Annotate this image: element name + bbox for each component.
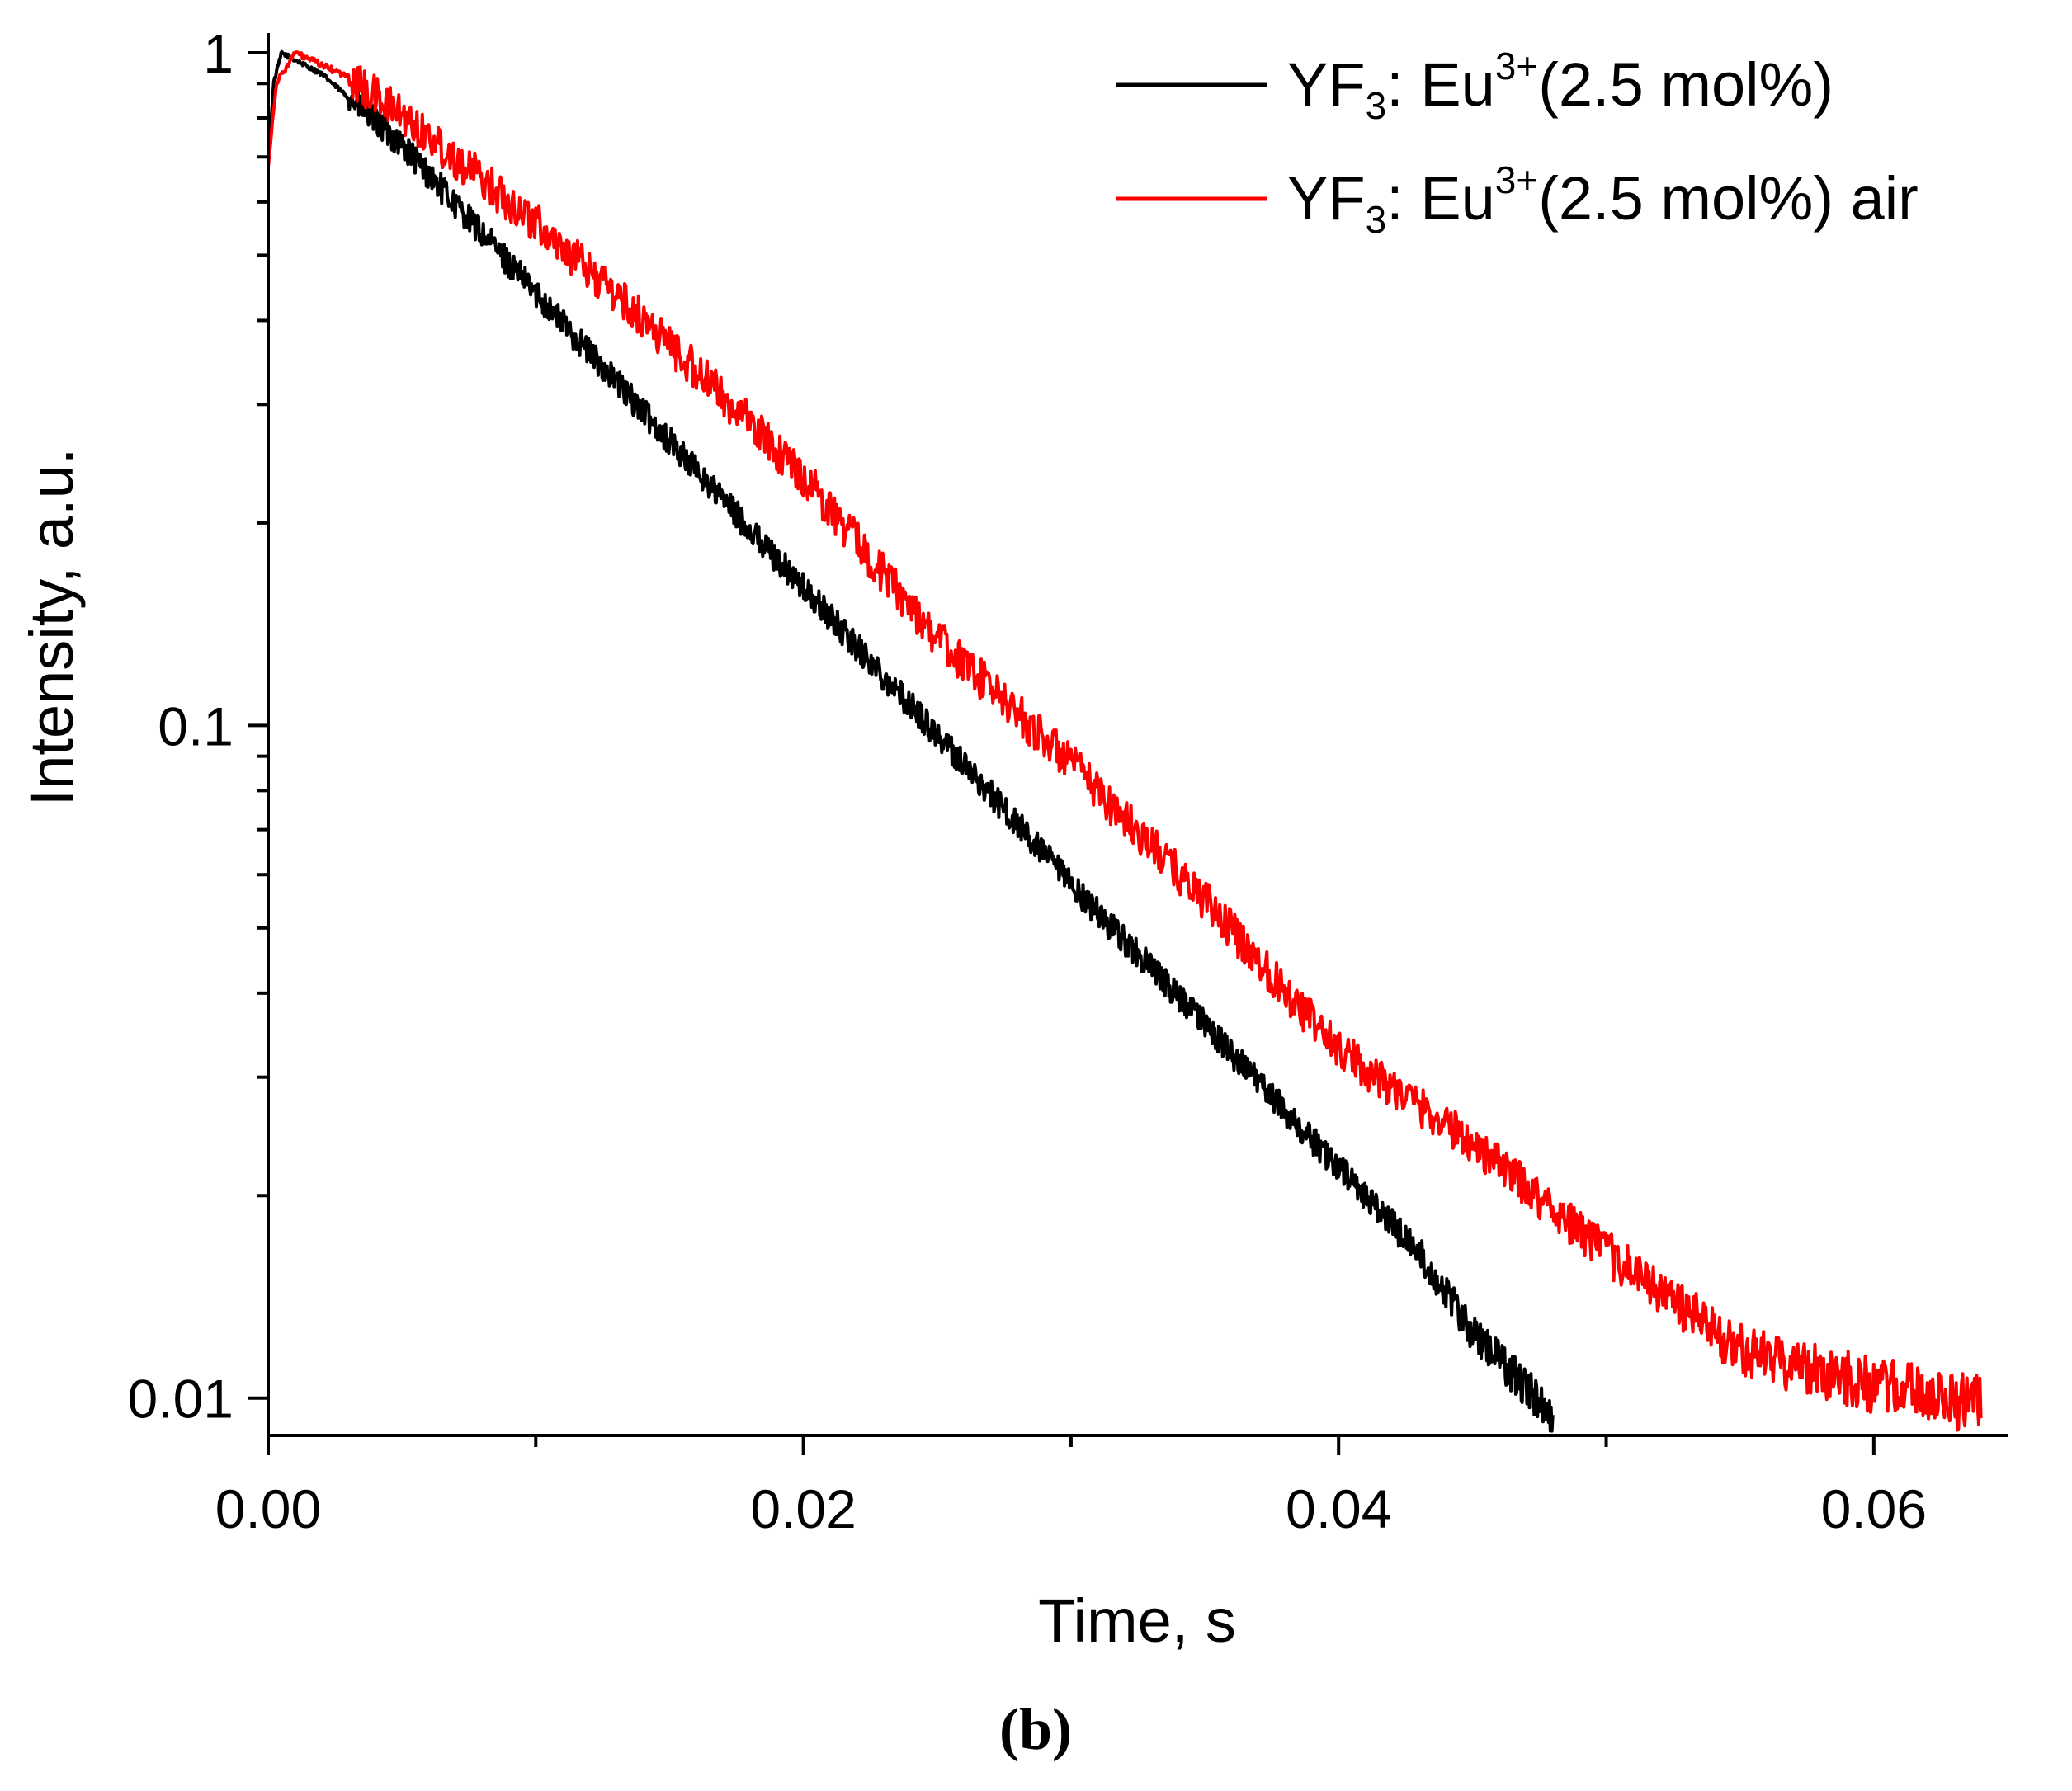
legend-label-red-tail: (2.5 mol%) air <box>1538 164 1919 233</box>
legend-label-red-sub: 3 <box>1366 198 1387 241</box>
legend-label-red: YF3: Eu3+(2.5 mol%) air <box>1287 158 1919 241</box>
legend-label-black-tail: (2.5 mol%) <box>1538 50 1834 119</box>
plot-series <box>267 49 1983 1433</box>
axes <box>267 33 2008 1437</box>
x-tick-label-3: 0.06 <box>1821 1478 1927 1539</box>
series-line-1 <box>267 50 1983 1432</box>
y-tick-label-2: 0.01 <box>128 1369 234 1430</box>
legend-label-black-base: YF <box>1287 50 1366 119</box>
y-tick-label-0: 1 <box>203 23 234 84</box>
legend-label-black: YF3: Eu3+(2.5 mol%) <box>1287 45 1834 127</box>
legend-label-red-base: YF <box>1287 164 1366 233</box>
y-axis-title: Intensity, a.u. <box>17 448 86 807</box>
x-tick-label-2: 0.04 <box>1286 1478 1391 1539</box>
panel-label: (b) <box>999 1696 1072 1762</box>
y-ticks: 1 0.1 0.01 <box>128 23 268 1430</box>
y-tick-label-1: 0.1 <box>158 695 234 756</box>
legend-label-black-mid: : Eu <box>1386 50 1495 119</box>
legend-label-red-sup: 3+ <box>1495 158 1538 201</box>
series-line-0 <box>267 49 1555 1433</box>
x-ticks: 0.00 0.02 0.04 0.06 <box>215 1435 1927 1539</box>
legend: YF3: Eu3+(2.5 mol%) YF3: Eu3+(2.5 mol%) … <box>1116 45 1919 241</box>
legend-label-red-mid: : Eu <box>1386 164 1495 233</box>
x-axis-title: Time, s <box>1038 1586 1236 1655</box>
legend-label-black-sup: 3+ <box>1495 45 1538 87</box>
x-tick-label-0: 0.00 <box>215 1478 321 1539</box>
x-tick-label-1: 0.02 <box>750 1478 856 1539</box>
legend-label-black-sub: 3 <box>1366 84 1387 127</box>
